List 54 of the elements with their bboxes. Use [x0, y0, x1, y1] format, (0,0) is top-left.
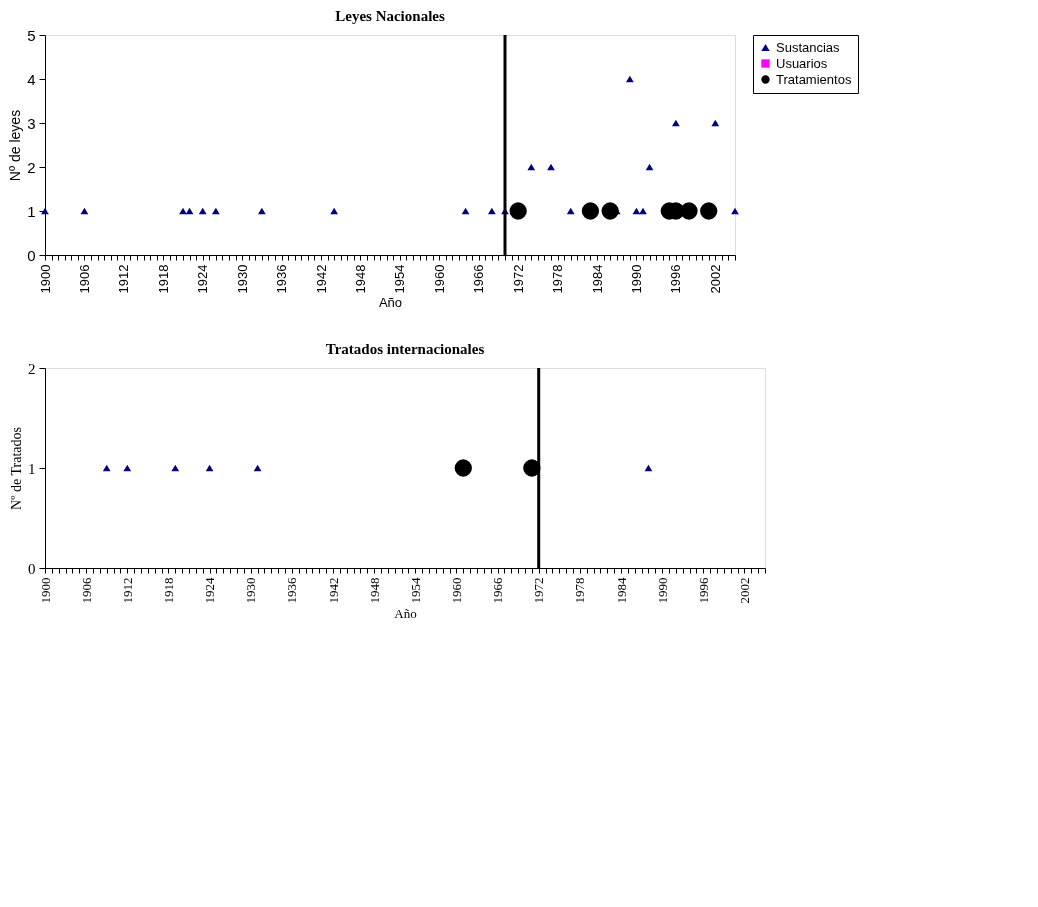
y-axis-title: Nº de Tratados [9, 427, 24, 510]
legend-label: Usuarios [776, 55, 828, 71]
x-tick-label: 1906 [76, 264, 92, 294]
x-tick-label: 1930 [234, 264, 250, 294]
x-tick-label: 1954 [407, 577, 423, 604]
y-axis-title: Nº de leyes [7, 109, 24, 182]
y-tick-label: 0 [27, 246, 36, 264]
x-axis-title: Año [394, 605, 417, 621]
x-tick-label: 1984 [613, 577, 629, 604]
x-tick-label: 1972 [510, 264, 526, 294]
x-tick-label: 2002 [707, 264, 723, 294]
y-tick-label: 2 [27, 158, 36, 176]
x-tick-label: 2002 [736, 577, 752, 604]
x-tick-label: 1984 [589, 264, 605, 294]
chart-title: Leyes Nacionales [335, 8, 445, 24]
y-tick-label: 2 [28, 360, 36, 377]
x-tick-label: 1918 [160, 577, 176, 604]
x-tick-label: 1936 [284, 577, 300, 604]
x-tick-label: 1930 [243, 577, 259, 604]
x-tick-label: 1966 [471, 264, 487, 294]
chart-title: Tratados internacionales [325, 341, 485, 357]
x-tick-label: 1924 [195, 264, 211, 294]
x-tick-label: 1948 [366, 577, 382, 604]
x-tick-label: 1990 [654, 577, 670, 604]
x-tick-label: 1996 [695, 577, 711, 604]
x-tick-label: 1912 [116, 264, 132, 294]
x-tick-label: 1900 [37, 264, 53, 294]
y-tick-label: 1 [27, 202, 36, 220]
x-tick-label: 1978 [572, 577, 588, 604]
y-tick-label: 1 [28, 460, 36, 477]
y-tick-label: 5 [27, 26, 36, 44]
x-tick-label: 1906 [78, 577, 94, 604]
x-tick-label: 1960 [448, 577, 464, 604]
x-tick-label: 1960 [431, 264, 447, 294]
x-tick-label: 1942 [325, 577, 341, 604]
x-tick-label: 1912 [119, 577, 135, 604]
x-tick-label: 1966 [490, 577, 506, 604]
y-tick-label: 3 [27, 114, 36, 132]
y-tick-label: 4 [27, 70, 36, 88]
x-tick-label: 1942 [313, 264, 329, 294]
x-tick-label: 1948 [352, 264, 368, 294]
x-tick-label: 1924 [202, 577, 218, 604]
legend-label: Tratamientos [776, 71, 852, 87]
x-axis-title: Año [378, 295, 403, 311]
x-tick-label: 1918 [155, 264, 171, 294]
legend-label: Sustancias [776, 39, 841, 55]
y-tick-label: 0 [28, 560, 36, 577]
x-tick-label: 1996 [668, 264, 684, 294]
x-tick-label: 1990 [628, 264, 644, 294]
x-tick-label: 1936 [274, 264, 290, 294]
x-tick-label: 1900 [37, 577, 53, 604]
x-tick-label: 1972 [531, 577, 547, 604]
x-tick-label: 1954 [392, 264, 408, 294]
x-tick-label: 1978 [550, 264, 566, 294]
